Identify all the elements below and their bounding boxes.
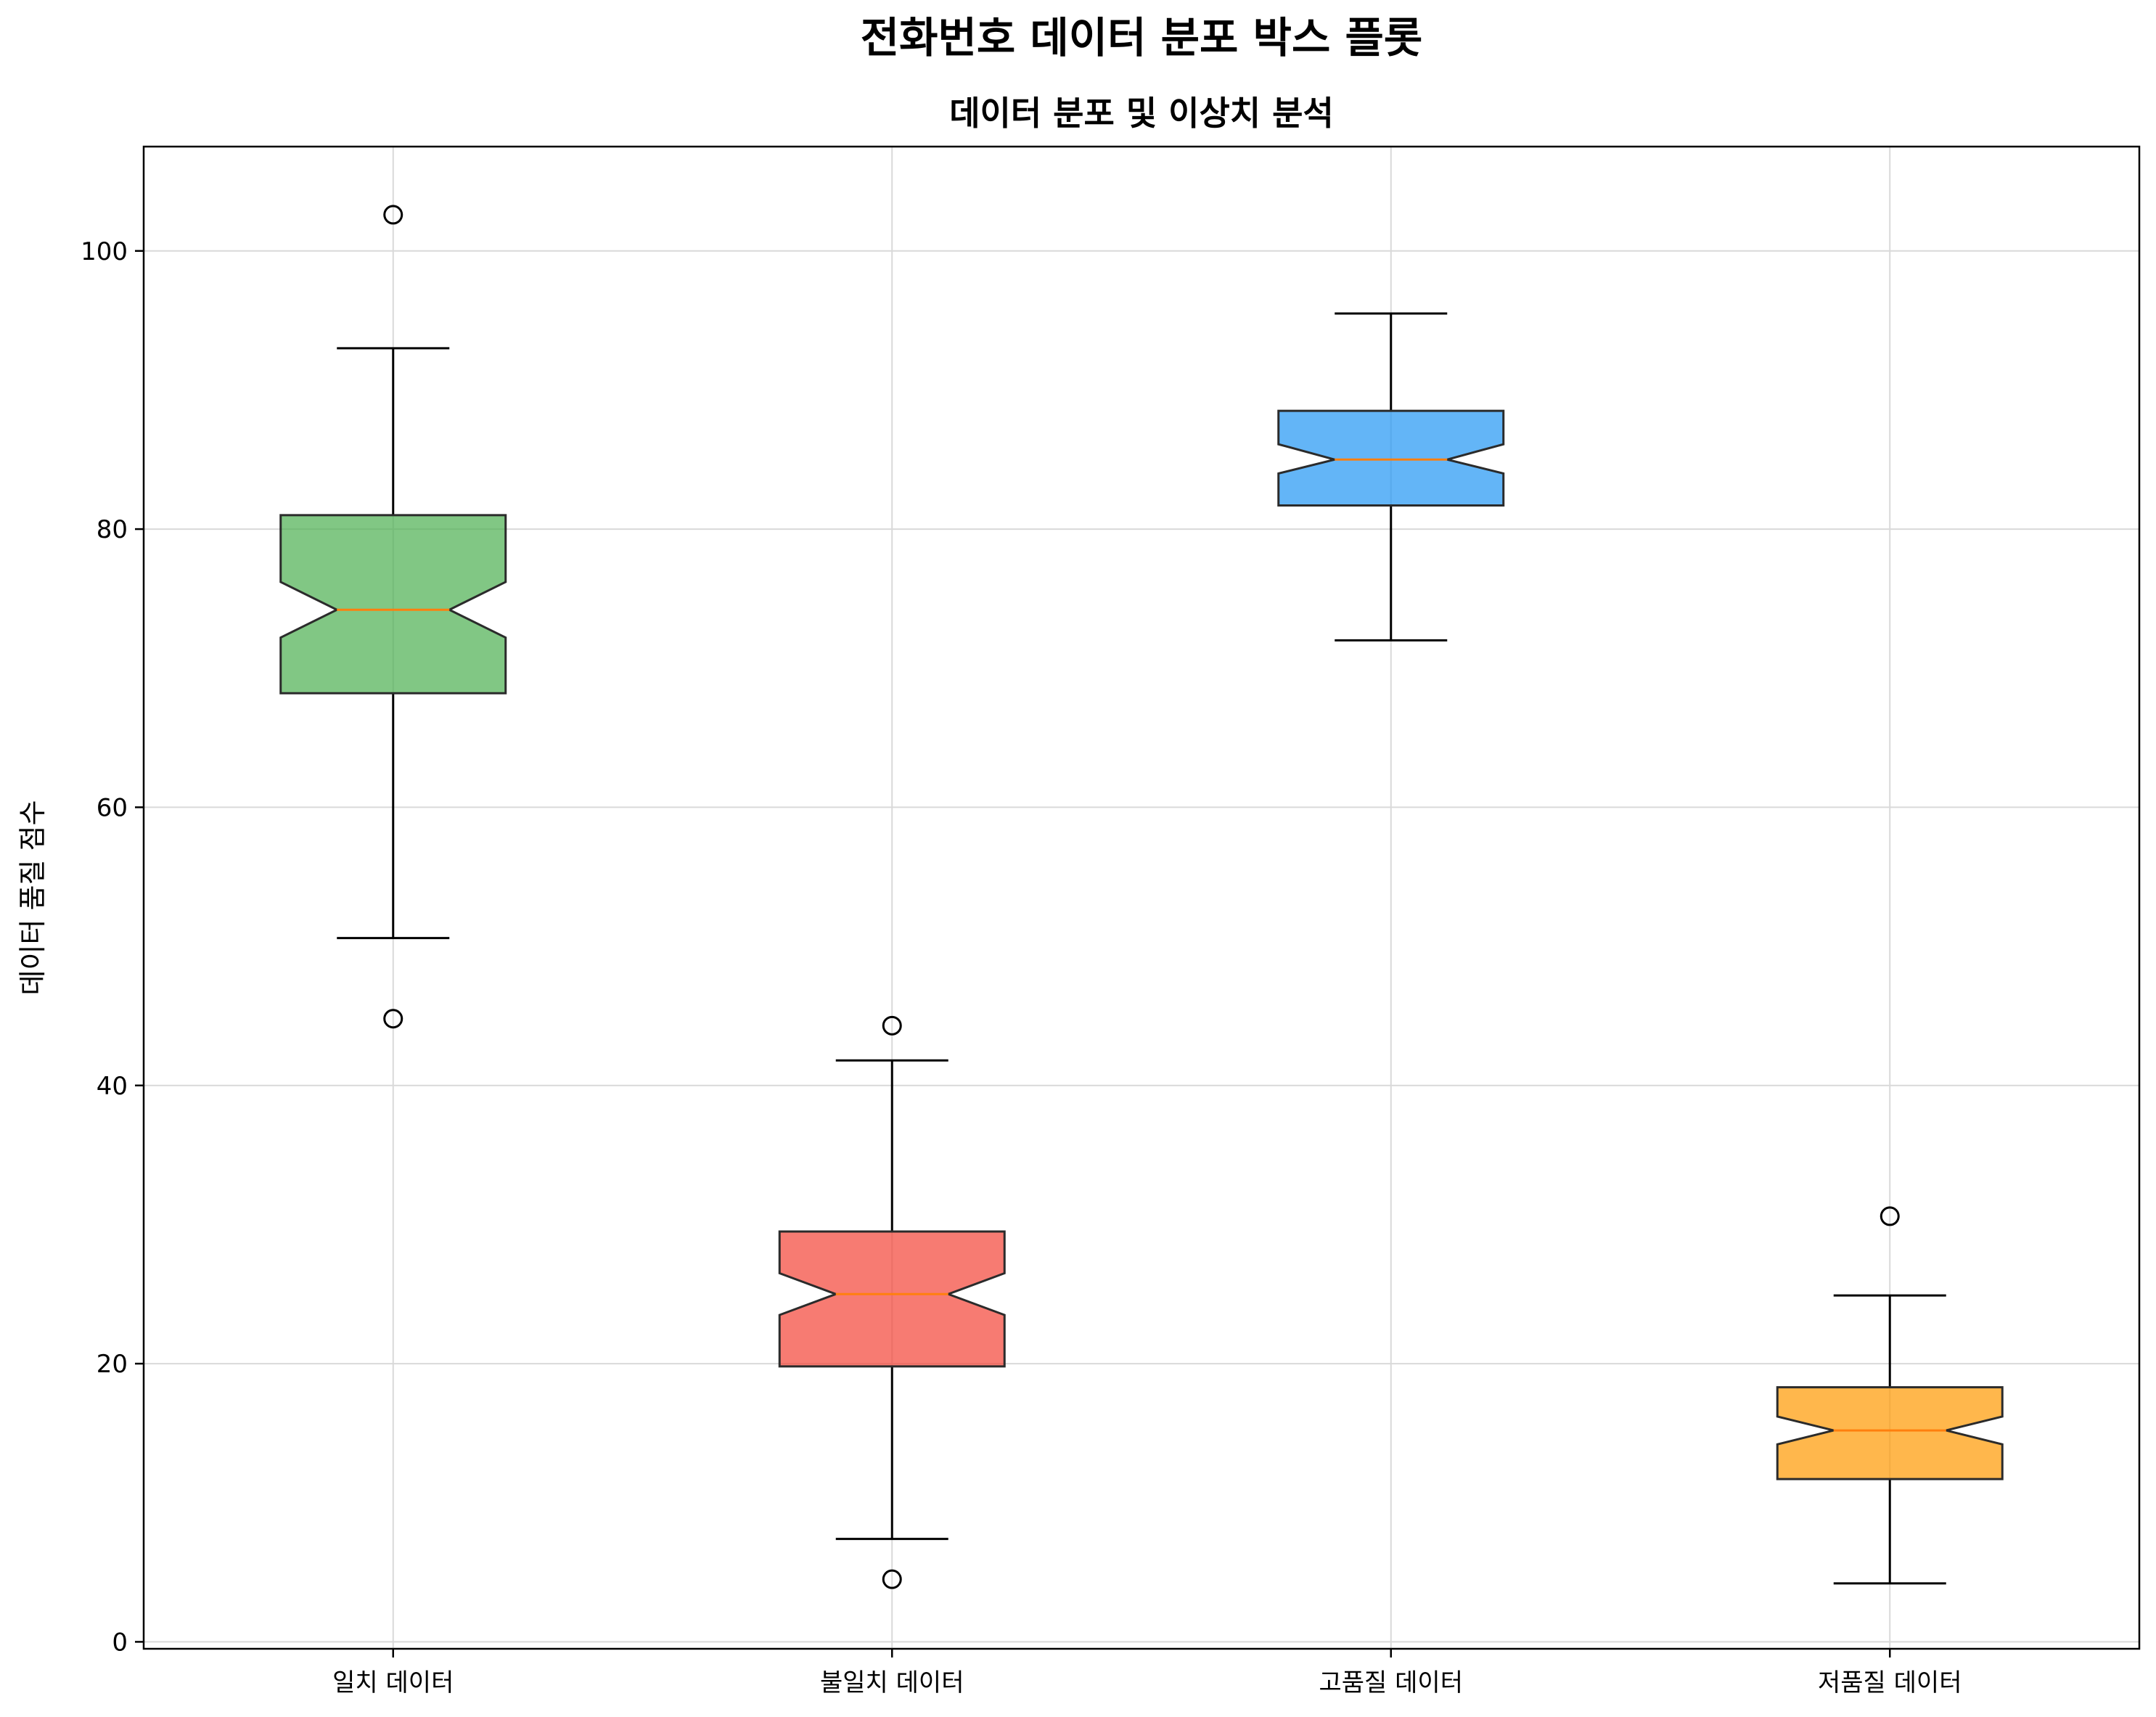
y-tick-label: 20 [97,1350,128,1379]
y-tick-label: 100 [81,237,128,266]
box-body [279,514,507,694]
y-tick-label: 60 [97,793,128,822]
box-body [1277,409,1505,507]
x-tick-label: 고품질 데이터 [1319,1668,1464,1697]
box-group [1277,312,1505,642]
box-group [279,205,507,1029]
outlier-point [1880,1206,1900,1226]
outlier-point [383,1009,403,1029]
box-group [778,1015,1006,1589]
box-body [1776,1386,2004,1480]
y-tick-label: 40 [97,1072,128,1101]
axes: 0 20 40 60 80 100 일치 데이터 불일치 데이터 고품질 데이터 저품질 데이터 [81,145,2141,1697]
box-group [1776,1206,2004,1585]
outlier-point [383,205,403,225]
box-body [778,1230,1006,1368]
x-tick-label: 일치 데이터 [332,1668,454,1697]
chart-subtitle: 데이터 분포 및 이상치 분석 [949,94,1334,133]
y-axis-label: 데이터 품질 점수 [17,800,49,996]
chart-title: 전화번호 데이터 분포 박스 플롯 [861,13,1422,62]
outlier-point [882,1569,902,1589]
y-tick-label: 0 [112,1628,128,1657]
outlier-point [882,1015,902,1036]
y-tick-label: 80 [97,515,128,544]
x-tick-label: 저품질 데이터 [1818,1668,1962,1697]
boxes [279,205,2004,1589]
x-tick-label: 불일치 데이터 [820,1668,964,1697]
plot-frame [142,145,2141,1650]
